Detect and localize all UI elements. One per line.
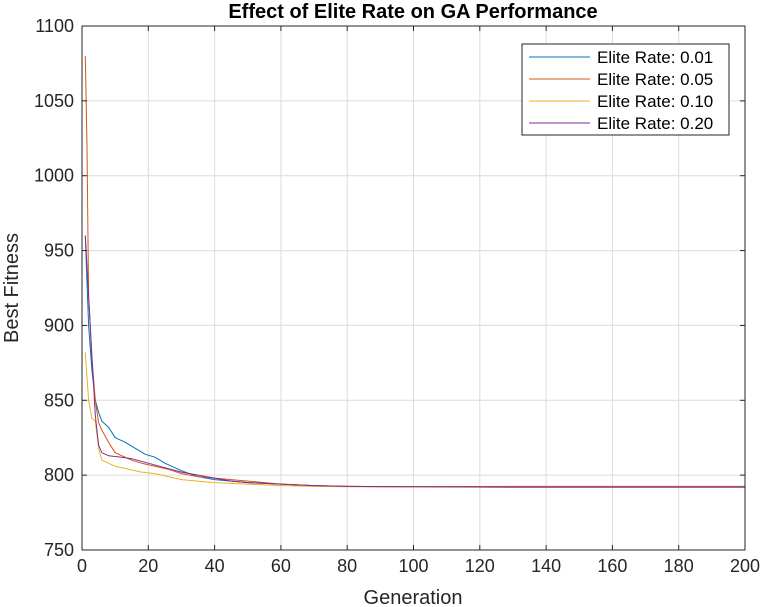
y-tick-label: 1050 [34, 91, 74, 111]
x-tick-label: 120 [465, 556, 495, 576]
legend-label-2: Elite Rate: 0.10 [597, 92, 713, 111]
y-tick-label: 950 [44, 241, 74, 261]
y-tick-label: 800 [44, 465, 74, 485]
series-lines [84, 55, 745, 488]
series-line-3 [84, 235, 745, 488]
chart-title: Effect of Elite Rate on GA Performance [228, 1, 597, 23]
y-tick-label: 750 [44, 540, 74, 560]
legend-box [521, 43, 730, 136]
axis-ticks: 0 20 40 60 80 100 120 140 160 180 200 750 800 850 900 9… [34, 16, 760, 576]
x-tick-label: 100 [398, 556, 428, 576]
legend-label-0: Elite Rate: 0.01 [597, 48, 713, 67]
x-tick-label: 80 [337, 556, 357, 576]
x-axis-label: Generation [364, 587, 463, 607]
y-tick-label: 900 [44, 315, 74, 335]
y-tick-label: 1100 [35, 16, 74, 36]
legend-label-3: Elite Rate: 0.20 [597, 114, 713, 133]
y-tick-label: 850 [44, 390, 74, 410]
y-tick-label: 1000 [34, 166, 74, 186]
x-tick-label: 200 [730, 556, 760, 576]
x-tick-label: 0 [77, 556, 87, 576]
x-tick-label: 60 [271, 556, 291, 576]
legend-label-1: Elite Rate: 0.05 [597, 70, 713, 89]
x-tick-label: 180 [664, 556, 694, 576]
y-axis-label: Best Fitness [1, 233, 23, 343]
legend: Elite Rate: 0.01 Elite Rate: 0.05 Elite Ra… [521, 43, 730, 136]
x-tick-label: 160 [597, 556, 627, 576]
x-tick-label: 20 [138, 556, 158, 576]
x-tick-label: 140 [531, 556, 561, 576]
x-tick-label: 40 [205, 556, 225, 576]
